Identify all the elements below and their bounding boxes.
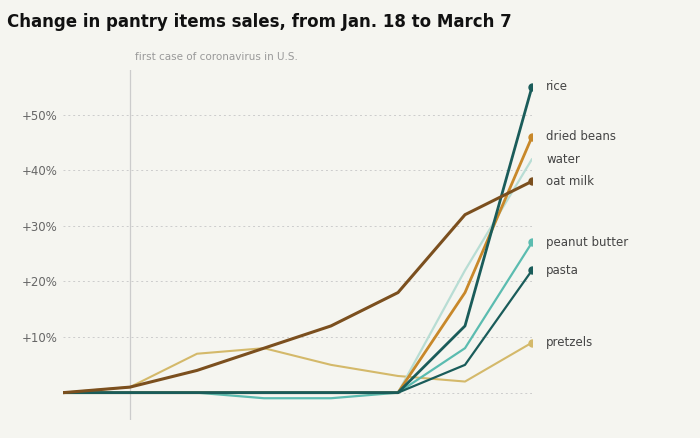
Text: dried beans: dried beans bbox=[547, 131, 617, 143]
Text: Change in pantry items sales, from Jan. 18 to March 7: Change in pantry items sales, from Jan. … bbox=[7, 13, 512, 31]
Text: pretzels: pretzels bbox=[547, 336, 594, 349]
Text: water: water bbox=[547, 152, 580, 166]
Text: first case of coronavirus in U.S.: first case of coronavirus in U.S. bbox=[135, 52, 298, 62]
Text: pasta: pasta bbox=[547, 264, 579, 277]
Text: rice: rice bbox=[547, 80, 568, 93]
Text: oat milk: oat milk bbox=[547, 175, 594, 188]
Text: peanut butter: peanut butter bbox=[547, 236, 629, 249]
